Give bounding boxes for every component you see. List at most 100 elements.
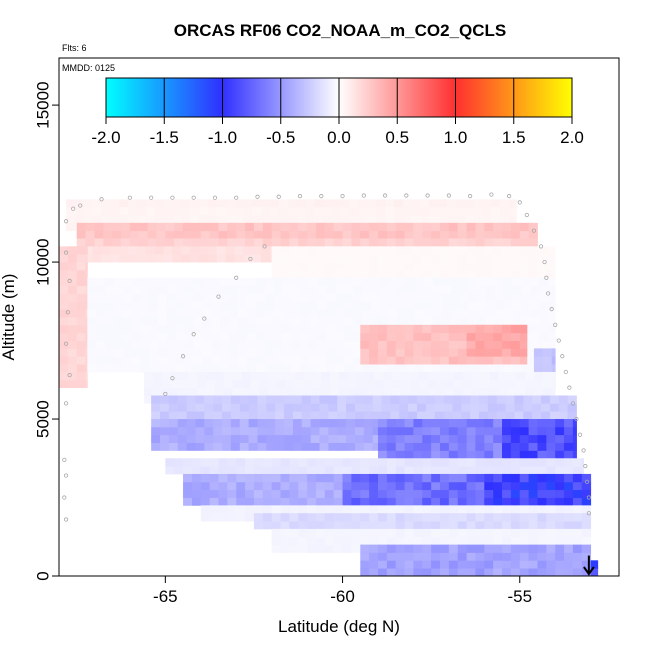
heatmap-cell bbox=[285, 379, 296, 389]
heatmap-cell bbox=[227, 497, 237, 506]
heatmap-cell bbox=[431, 521, 441, 530]
heatmap-cell bbox=[413, 230, 423, 239]
heatmap-cell bbox=[140, 332, 150, 341]
heatmap-cell bbox=[528, 513, 538, 522]
heatmap-cell bbox=[369, 536, 379, 546]
heatmap-cell bbox=[493, 536, 503, 546]
heatmap-cell bbox=[353, 348, 363, 357]
heatmap-cell bbox=[351, 458, 361, 467]
heatmap-cell bbox=[351, 528, 361, 538]
heatmap-cell bbox=[324, 528, 335, 538]
heatmap-cell bbox=[326, 293, 336, 302]
heatmap-cell bbox=[399, 395, 409, 404]
heatmap-cell bbox=[262, 466, 273, 475]
heatmap-cell bbox=[351, 544, 361, 553]
heatmap-cell bbox=[494, 364, 505, 373]
heatmap-cell bbox=[105, 293, 115, 302]
heatmap-cell bbox=[466, 434, 476, 443]
heatmap-cell bbox=[572, 536, 583, 546]
heatmap-cell bbox=[351, 536, 361, 546]
heatmap-cell bbox=[528, 419, 538, 428]
heatmap-cell bbox=[282, 301, 292, 310]
heatmap-cell bbox=[418, 387, 429, 396]
heatmap-cell bbox=[269, 207, 280, 216]
heatmap-cell bbox=[537, 269, 547, 279]
heatmap-cell bbox=[448, 505, 459, 514]
heatmap-cell bbox=[530, 317, 540, 326]
heatmap-cell bbox=[183, 497, 193, 506]
heatmap-cell bbox=[404, 489, 414, 498]
heatmap-cell bbox=[190, 214, 200, 224]
heatmap-cell bbox=[464, 207, 475, 216]
heatmap-cell bbox=[369, 238, 379, 247]
heatmap-cell bbox=[546, 419, 556, 428]
heatmap-cell bbox=[386, 536, 397, 546]
heatmap-cell bbox=[186, 426, 196, 436]
heatmap-cell bbox=[310, 426, 320, 436]
heatmap-cell bbox=[581, 497, 592, 506]
heatmap-cell bbox=[443, 395, 453, 404]
heatmap-cell bbox=[276, 371, 287, 381]
heatmap-cell bbox=[369, 340, 379, 349]
heatmap-cell bbox=[502, 466, 512, 475]
heatmap-cell bbox=[502, 544, 512, 553]
heatmap-cell bbox=[510, 230, 521, 239]
heatmap-cell bbox=[152, 387, 163, 396]
heatmap-cell bbox=[85, 309, 88, 318]
heatmap-cell bbox=[110, 199, 120, 208]
heatmap-cell bbox=[298, 489, 308, 498]
heatmap-cell bbox=[168, 442, 179, 451]
heatmap-cell bbox=[548, 324, 556, 334]
heatmap-cell bbox=[440, 434, 450, 443]
heatmap-cell bbox=[278, 214, 289, 224]
heatmap-cell bbox=[484, 222, 494, 232]
heatmap-cell bbox=[301, 442, 312, 451]
heatmap-cell bbox=[473, 199, 483, 208]
heatmap-cell bbox=[372, 426, 382, 436]
heatmap-cell bbox=[411, 207, 421, 216]
heatmap-cell bbox=[101, 214, 111, 224]
heatmap-cell bbox=[516, 371, 526, 381]
heatmap-cell bbox=[510, 419, 521, 428]
heatmap-cell bbox=[572, 544, 583, 553]
heatmap-cell bbox=[510, 536, 521, 546]
heatmap-cell bbox=[358, 214, 368, 224]
heatmap-cell bbox=[195, 426, 205, 436]
heatmap-cell bbox=[101, 199, 111, 208]
heatmap-cell bbox=[404, 497, 414, 506]
heatmap-cell bbox=[395, 246, 405, 255]
heatmap-cell bbox=[151, 426, 161, 436]
heatmap-cell bbox=[519, 560, 530, 569]
heatmap-cell bbox=[236, 230, 246, 239]
heatmap-cell bbox=[326, 277, 336, 287]
heatmap-cell bbox=[581, 544, 592, 553]
heatmap-cell bbox=[186, 442, 196, 451]
heatmap-cell bbox=[510, 568, 521, 577]
heatmap-cell bbox=[237, 364, 248, 373]
heatmap-cell bbox=[315, 481, 326, 491]
heatmap-cell bbox=[218, 513, 228, 522]
heatmap-cell bbox=[211, 285, 221, 294]
heatmap-cell bbox=[369, 521, 379, 530]
heatmap-cell bbox=[422, 513, 432, 522]
heatmap-cell bbox=[253, 466, 264, 475]
heatmap-cell bbox=[395, 348, 405, 357]
heatmap-cell bbox=[399, 403, 409, 412]
heatmap-cell bbox=[351, 505, 361, 514]
flight-track-point bbox=[71, 206, 76, 211]
heatmap-cell bbox=[140, 309, 150, 318]
heatmap-cell bbox=[346, 442, 356, 451]
heatmap-cell bbox=[510, 497, 521, 506]
heatmap-cell bbox=[227, 466, 237, 475]
heatmap-cell bbox=[360, 497, 370, 506]
heatmap-cell bbox=[347, 371, 358, 381]
heatmap-cell bbox=[105, 317, 115, 326]
heatmap-cell bbox=[177, 434, 187, 443]
heatmap-cell bbox=[468, 309, 478, 318]
heatmap-cell bbox=[436, 387, 446, 396]
heatmap-cell bbox=[402, 214, 413, 224]
heatmap-cell bbox=[510, 222, 521, 232]
heatmap-cell bbox=[457, 324, 467, 334]
heatmap-cell bbox=[253, 497, 264, 506]
heatmap-cell bbox=[269, 199, 280, 208]
